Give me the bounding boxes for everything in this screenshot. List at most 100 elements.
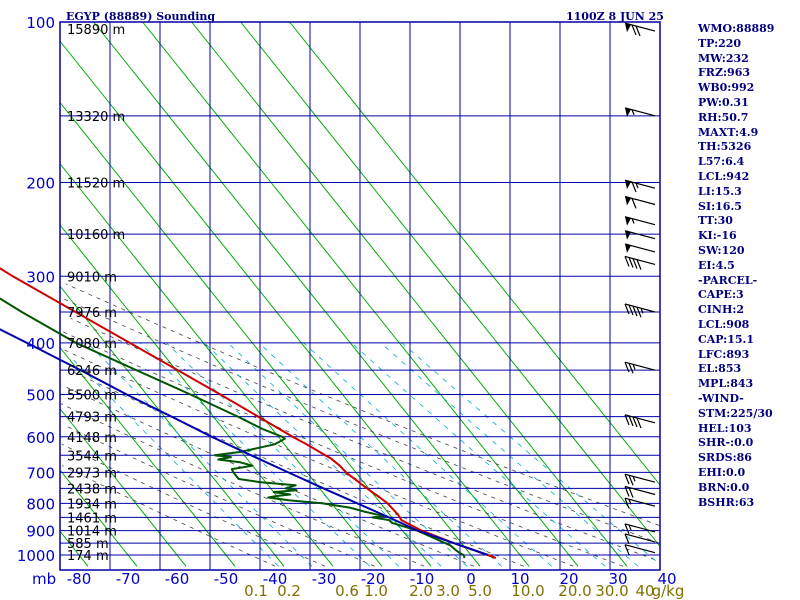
wind-barb-shaft xyxy=(624,523,656,533)
temperature-trace xyxy=(0,267,497,559)
parcel-trace xyxy=(0,328,489,556)
index-line: KI:-16 xyxy=(698,229,737,243)
wind-barb-flag xyxy=(624,414,630,426)
wind-barb-flag xyxy=(628,304,634,316)
wind-barb-flag xyxy=(624,523,630,535)
mixing-ratio-label: 0.6 xyxy=(335,582,359,600)
wind-barb-half-flag xyxy=(628,524,632,531)
wind-barb-flag xyxy=(635,25,641,37)
wind-barb-flag xyxy=(631,181,637,193)
isotherm-line xyxy=(59,285,285,567)
height-label: 1934 m xyxy=(67,497,117,512)
wind-barb-shaft xyxy=(624,414,656,424)
isotherm-line xyxy=(59,347,236,567)
wind-barb xyxy=(624,533,656,545)
mixing-ratio-label: 30.0 xyxy=(595,582,628,600)
height-label: 2973 m xyxy=(67,466,117,481)
y-axis-unit-label: mb xyxy=(32,570,56,588)
wind-barb-flag xyxy=(628,474,634,486)
mixing-ratio-label: 20.0 xyxy=(558,582,591,600)
height-label: 3544 m xyxy=(67,449,117,464)
isotherm-line xyxy=(93,21,530,567)
index-line: BSHR:63 xyxy=(698,495,755,509)
index-line: -PARCEL- xyxy=(698,273,758,287)
temperature-tick-label: -60 xyxy=(165,570,190,588)
wind-barb xyxy=(624,179,656,193)
wind-barb-half-flag xyxy=(631,109,635,115)
height-label: 10160 m xyxy=(67,228,125,243)
index-line: EI:4.5 xyxy=(698,258,735,272)
wind-barb-flag xyxy=(636,306,642,318)
isotherm-line xyxy=(59,408,187,567)
wind-barb-flag xyxy=(632,305,638,317)
mixing-ratio-line xyxy=(166,342,400,567)
temperature-tick-label: 20 xyxy=(559,570,578,588)
height-label: 7976 m xyxy=(67,306,117,321)
pressure-label: 1000 xyxy=(17,547,55,565)
wind-barb-flag xyxy=(636,259,642,270)
pressure-label: 600 xyxy=(26,429,55,447)
temperature-tick-label: -70 xyxy=(116,570,141,588)
index-line: RH:50.7 xyxy=(698,110,749,124)
isotherm-line xyxy=(59,224,334,567)
temperature-tick-label: -10 xyxy=(410,570,435,588)
wind-barb xyxy=(624,473,656,486)
wind-barb xyxy=(624,485,656,498)
temperature-tick-label: -50 xyxy=(214,570,239,588)
wind-barb-shaft xyxy=(624,255,656,266)
wind-barb-pennant xyxy=(625,23,631,33)
pressure-label: 300 xyxy=(26,268,55,286)
pressure-label: 700 xyxy=(26,464,55,482)
index-line: HEL:103 xyxy=(698,421,752,435)
mixing-ratio-line xyxy=(70,356,279,567)
wind-barb-half-flag xyxy=(640,308,644,314)
index-line: EL:853 xyxy=(698,362,742,376)
index-line: LFC:893 xyxy=(698,347,750,361)
temperature-tick-label: -80 xyxy=(67,570,92,588)
wind-barb-flag xyxy=(628,363,634,374)
height-label: 1014 m xyxy=(67,525,117,540)
wind-barb-half-flag xyxy=(632,476,636,482)
temperature-tick-label: 30 xyxy=(608,570,627,588)
sounding-indices-panel: WMO:88889 TP:220 MW:232 FRZ:963 WB0:992 PW:0.… xyxy=(698,22,798,510)
traces-layer xyxy=(0,267,497,559)
height-label: 4793 m xyxy=(67,411,117,426)
wind-barb-pennant xyxy=(625,107,631,117)
sounding-time: 1100Z 8 JUN 25 xyxy=(566,10,664,23)
wind-barb-shaft xyxy=(624,303,656,313)
height-label: 4148 m xyxy=(67,431,117,446)
index-line: SRDS:86 xyxy=(698,451,752,465)
wind-barb xyxy=(624,195,656,209)
wind-barb-half-flag xyxy=(628,499,632,505)
temperature-tick-label: -20 xyxy=(361,570,386,588)
wind-barbs-layer xyxy=(624,22,656,555)
wind-barb xyxy=(624,216,656,226)
mixing-ratio-line xyxy=(303,342,552,567)
wind-barb-flag xyxy=(624,361,630,373)
wind-barb-flag xyxy=(632,258,638,269)
grid-layer xyxy=(59,21,661,571)
mixing-ratio-label: g/kg xyxy=(652,582,685,600)
wind-barb-flag xyxy=(624,486,630,497)
temperature-tick-label: -40 xyxy=(263,570,288,588)
mixing-ratio-line xyxy=(87,342,313,567)
wind-barb xyxy=(624,523,656,535)
wind-barb-flag xyxy=(624,497,630,509)
height-label: 2438 m xyxy=(67,482,117,497)
index-line: CINH:2 xyxy=(698,303,745,317)
wind-barb-flag xyxy=(624,473,630,485)
height-label: 13320 m xyxy=(67,110,125,125)
wind-barb xyxy=(624,414,656,429)
mixing-ratio-label: 40 xyxy=(635,582,654,600)
index-line: TT:30 xyxy=(698,214,733,228)
height-label: 7080 m xyxy=(67,337,117,352)
wind-barb-pennant xyxy=(625,196,631,206)
index-line: EHI:0.0 xyxy=(698,465,746,479)
pressure-label: 200 xyxy=(26,174,55,192)
isotherm-line xyxy=(59,469,138,567)
dry-adiabat-line xyxy=(61,384,475,567)
wind-barb-flag xyxy=(628,415,634,427)
chart-title: EGYP (88889) Sounding xyxy=(66,10,215,23)
index-line: MW:232 xyxy=(698,51,749,65)
